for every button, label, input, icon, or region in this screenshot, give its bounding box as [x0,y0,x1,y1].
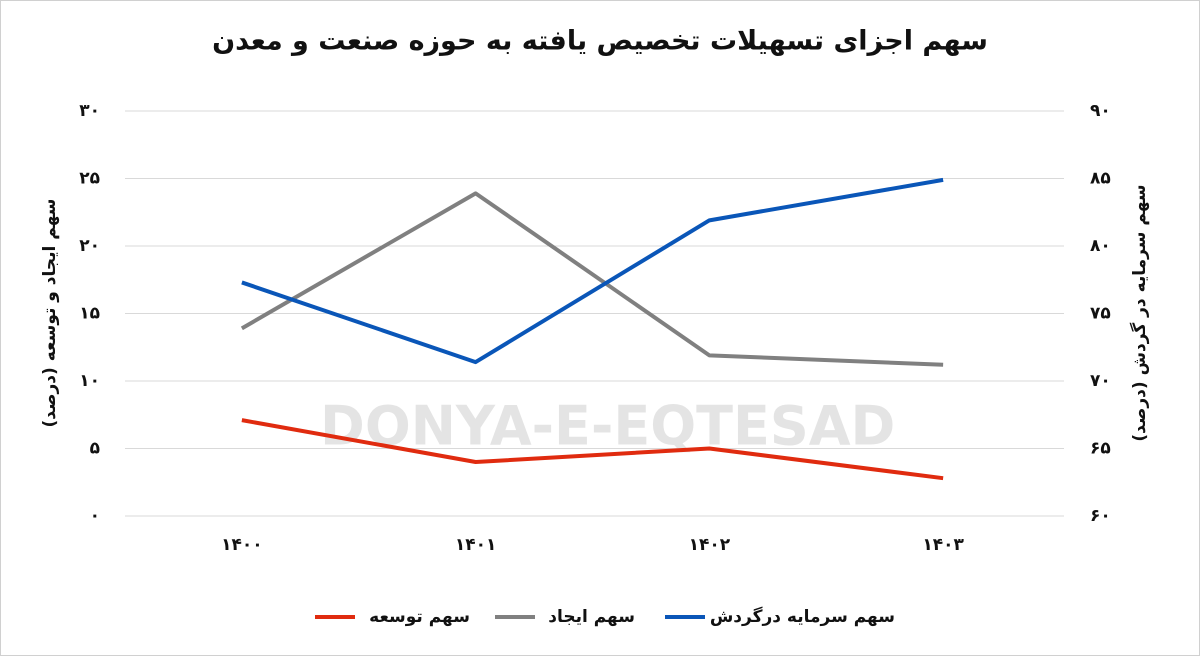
y2-tick-label: ۸۰ [1090,236,1111,256]
y-tick-label: ۲۰ [79,236,100,256]
y2-tick-label: ۶۵ [1090,439,1111,459]
series-line [241,177,944,365]
x-tick-label: ۱۴۰۳ [922,535,964,555]
y2-tick-label: ۷۵ [1090,304,1111,324]
x-tick-label: ۱۴۰۱ [455,535,497,555]
chart-title: سهم اجزای تسهیلات تخصیص یافته به حوزه صن… [212,26,988,57]
y-tick-label: ۵ [90,439,100,459]
y2-tick-label: ۸۵ [1090,169,1111,189]
x-tick-label: ۱۴۰۲ [689,535,731,555]
series-line [241,418,944,481]
y2-tick-label: ۶۰ [1090,506,1111,526]
series-line [240,191,944,367]
legend-label: سهم توسعه [369,607,470,627]
y-tick-label: ۰ [90,506,100,526]
y2-tick-label: ۹۰ [1090,101,1111,121]
y-tick-label: ۱۵ [79,304,100,324]
y-tick-label: ۲۵ [79,169,100,189]
y-tick-label: ۳۰ [79,101,100,121]
y2-tick-label: ۷۰ [1090,371,1111,391]
legend-label: سهم سرمایه درگردش [710,606,895,627]
legend-label: سهم ایجاد [548,607,635,627]
y-axis-label: سهم ایجاد و توسعه (درصد) [40,198,60,427]
x-tick-label: ۱۴۰۰ [221,535,263,555]
watermark: DONYA-E-EQTESAD [320,395,895,458]
y-tick-label: ۱۰ [79,371,100,391]
y2-axis-label: سهم سرمایه در گردش (درصد) [1129,184,1150,441]
